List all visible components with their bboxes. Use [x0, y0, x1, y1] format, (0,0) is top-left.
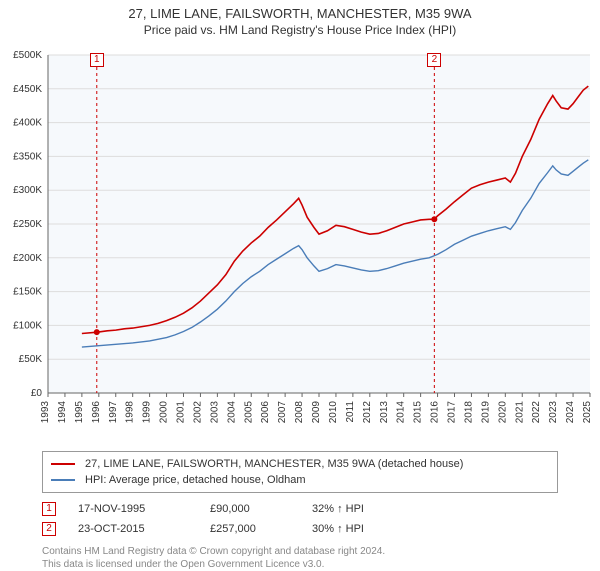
- event-date: 17-NOV-1995: [78, 503, 188, 515]
- event-delta: 30% ↑ HPI: [312, 523, 402, 535]
- events-table: 1 17-NOV-1995 £90,000 32% ↑ HPI 2 23-OCT…: [42, 499, 558, 539]
- legend-label: HPI: Average price, detached house, Oldh…: [85, 474, 306, 486]
- svg-text:2001: 2001: [176, 401, 187, 424]
- chart-title: 27, LIME LANE, FAILSWORTH, MANCHESTER, M…: [0, 6, 600, 21]
- svg-text:2021: 2021: [514, 401, 525, 424]
- svg-text:2016: 2016: [430, 401, 441, 424]
- svg-text:2009: 2009: [311, 401, 322, 424]
- legend-box: 27, LIME LANE, FAILSWORTH, MANCHESTER, M…: [42, 451, 558, 493]
- event-marker-icon: 1: [90, 53, 104, 67]
- svg-text:1995: 1995: [74, 401, 85, 424]
- chart-subtitle: Price paid vs. HM Land Registry's House …: [0, 23, 600, 37]
- svg-text:2003: 2003: [209, 401, 220, 424]
- svg-text:2020: 2020: [497, 401, 508, 424]
- svg-text:£450K: £450K: [13, 84, 42, 95]
- svg-text:2022: 2022: [531, 401, 542, 424]
- svg-text:1996: 1996: [91, 401, 102, 424]
- footer-line: Contains HM Land Registry data © Crown c…: [42, 545, 558, 558]
- svg-text:2000: 2000: [159, 401, 170, 424]
- svg-text:1998: 1998: [125, 401, 136, 424]
- svg-text:£150K: £150K: [13, 287, 42, 298]
- svg-text:2019: 2019: [480, 401, 491, 424]
- svg-text:2023: 2023: [548, 401, 559, 424]
- event-marker-icon: 2: [42, 522, 56, 536]
- svg-text:£400K: £400K: [13, 118, 42, 129]
- svg-text:2018: 2018: [463, 401, 474, 424]
- svg-text:2014: 2014: [396, 401, 407, 424]
- svg-text:2015: 2015: [413, 401, 424, 424]
- event-delta: 32% ↑ HPI: [312, 503, 402, 515]
- svg-text:£200K: £200K: [13, 253, 42, 264]
- svg-text:£100K: £100K: [13, 320, 42, 331]
- svg-text:2024: 2024: [565, 401, 576, 424]
- footer-attribution: Contains HM Land Registry data © Crown c…: [42, 545, 558, 571]
- svg-text:£500K: £500K: [13, 50, 42, 61]
- legend-label: 27, LIME LANE, FAILSWORTH, MANCHESTER, M…: [85, 458, 463, 470]
- legend-item: 27, LIME LANE, FAILSWORTH, MANCHESTER, M…: [51, 456, 549, 472]
- event-price: £90,000: [210, 503, 290, 515]
- svg-text:£0: £0: [31, 388, 43, 399]
- svg-text:2012: 2012: [362, 401, 373, 424]
- svg-text:£50K: £50K: [19, 354, 43, 365]
- svg-text:2010: 2010: [328, 401, 339, 424]
- svg-text:2005: 2005: [243, 401, 254, 424]
- legend-item: HPI: Average price, detached house, Oldh…: [51, 472, 549, 488]
- event-price: £257,000: [210, 523, 290, 535]
- legend-swatch: [51, 463, 75, 465]
- svg-text:2017: 2017: [447, 401, 458, 424]
- svg-text:£300K: £300K: [13, 185, 42, 196]
- svg-text:2006: 2006: [260, 401, 271, 424]
- svg-text:£250K: £250K: [13, 219, 42, 230]
- svg-text:2004: 2004: [226, 401, 237, 424]
- event-row: 1 17-NOV-1995 £90,000 32% ↑ HPI: [42, 499, 558, 519]
- svg-text:2011: 2011: [345, 401, 356, 423]
- svg-text:£350K: £350K: [13, 151, 42, 162]
- svg-text:1993: 1993: [40, 401, 51, 424]
- svg-text:1994: 1994: [57, 401, 68, 424]
- svg-text:2008: 2008: [294, 401, 305, 424]
- svg-text:2025: 2025: [582, 401, 593, 424]
- legend-swatch: [51, 479, 75, 481]
- event-marker-icon: 1: [42, 502, 56, 516]
- chart-svg: £0 £50K £100K £150K £200K £250K £300K £350K £400…: [0, 37, 600, 447]
- svg-text:1997: 1997: [108, 401, 119, 424]
- chart-area: £0 £50K £100K £150K £200K £250K £300K £350K £400…: [0, 37, 600, 447]
- svg-text:2002: 2002: [192, 401, 203, 424]
- event-marker-icon: 2: [427, 53, 441, 67]
- event-date: 23-OCT-2015: [78, 523, 188, 535]
- svg-text:1999: 1999: [142, 401, 153, 424]
- svg-text:2013: 2013: [379, 401, 390, 424]
- svg-text:2007: 2007: [277, 401, 288, 424]
- event-row: 2 23-OCT-2015 £257,000 30% ↑ HPI: [42, 519, 558, 539]
